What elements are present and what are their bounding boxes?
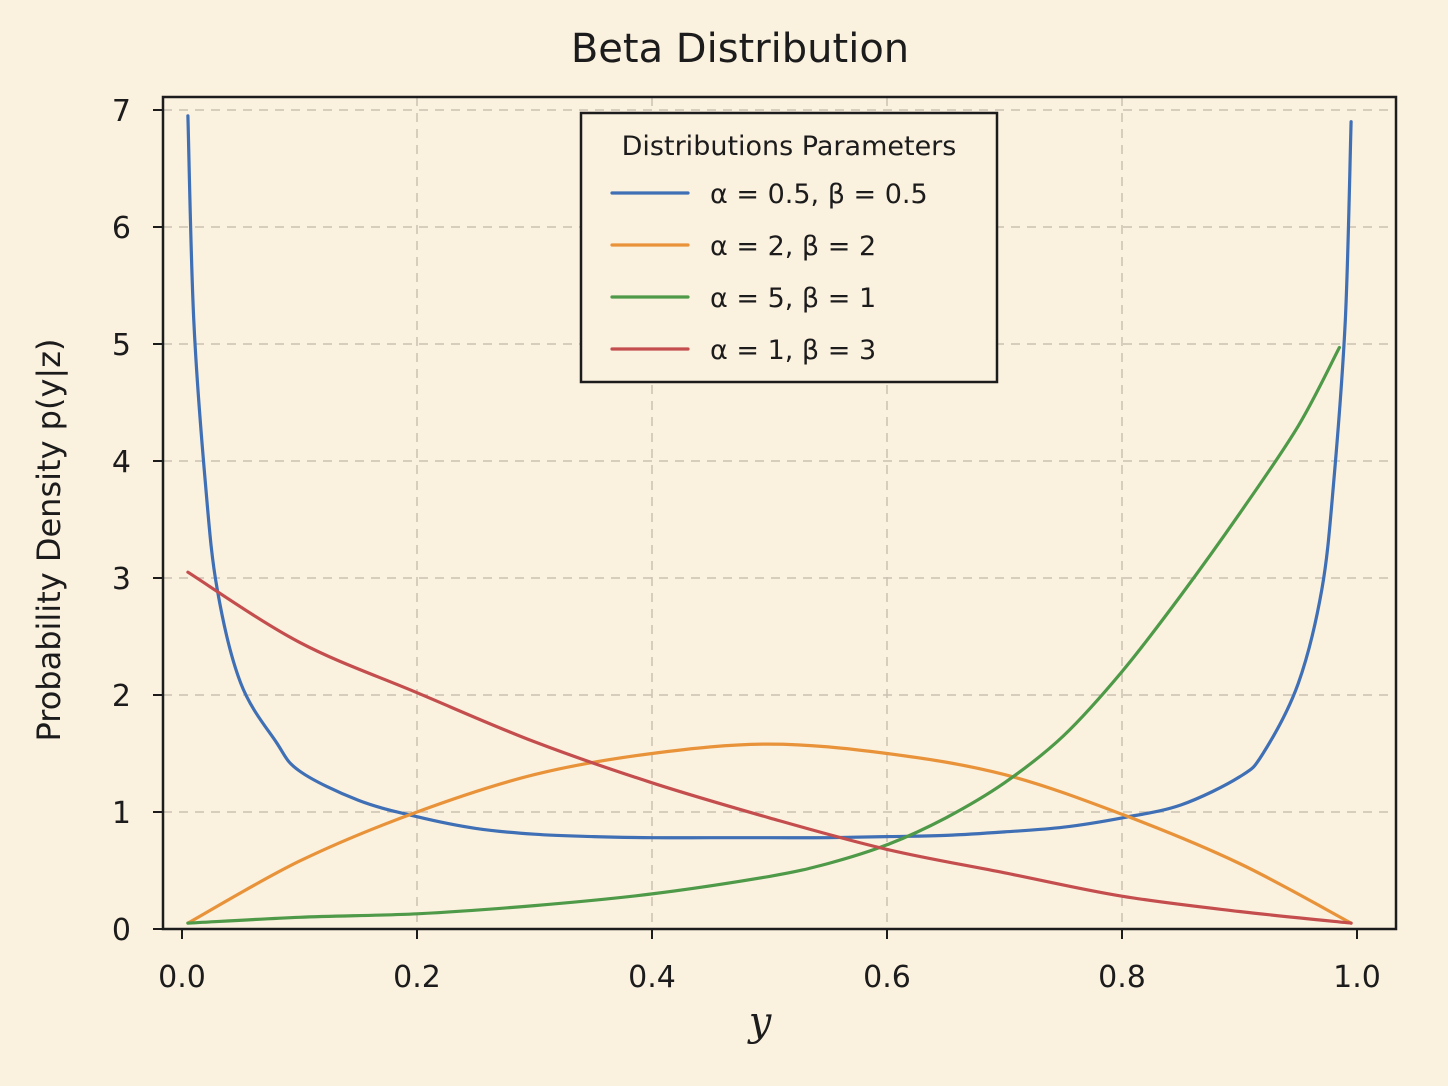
y-tick-label: 1 [112, 796, 131, 831]
legend: Distributions Parameters α = 0.5, β = 0.… [579, 111, 999, 384]
legend-box [579, 111, 999, 384]
series-line-2 [186, 742, 1353, 925]
series-line-1 [186, 114, 1353, 840]
legend-label: α = 1, β = 3 [710, 335, 876, 366]
series-lines [186, 114, 1353, 925]
y-tick-label: 0 [112, 913, 131, 948]
y-tick-label: 7 [112, 94, 131, 129]
y-tick-label: 6 [112, 211, 131, 246]
x-tick-label: 1.0 [1333, 960, 1381, 995]
y-tick-label: 3 [112, 562, 131, 597]
series-line-4 [186, 570, 1353, 925]
y-tick-label: 2 [112, 679, 131, 714]
y-tick-label: 5 [112, 328, 131, 363]
legend-title: Distributions Parameters [622, 131, 957, 162]
x-tick-label: 0.0 [158, 960, 206, 995]
x-tick-label: 0.2 [393, 960, 441, 995]
y-axis-label: Probability Density p(y|z) [30, 339, 68, 742]
axis-ticks: 0.0 0.2 0.4 0.6 0.8 1.0 0 1 2 3 4 5 6 7 [112, 94, 1381, 995]
x-tick-label: 0.6 [863, 960, 911, 995]
x-tick-label: 0.8 [1098, 960, 1146, 995]
y-tick-label: 4 [112, 445, 131, 480]
chart-title: Beta Distribution [571, 26, 909, 72]
series-line-3 [186, 345, 1341, 925]
x-axis-label: y [747, 999, 773, 1045]
legend-label: α = 5, β = 1 [710, 283, 876, 314]
legend-entries: α = 0.5, β = 0.5 α = 2, β = 2 α = 5, β = 1… [610, 179, 928, 366]
plot-area-frame [161, 95, 1398, 931]
legend-label: α = 0.5, β = 0.5 [710, 179, 928, 210]
x-tick-label: 0.4 [628, 960, 676, 995]
legend-label: α = 2, β = 2 [710, 231, 876, 262]
